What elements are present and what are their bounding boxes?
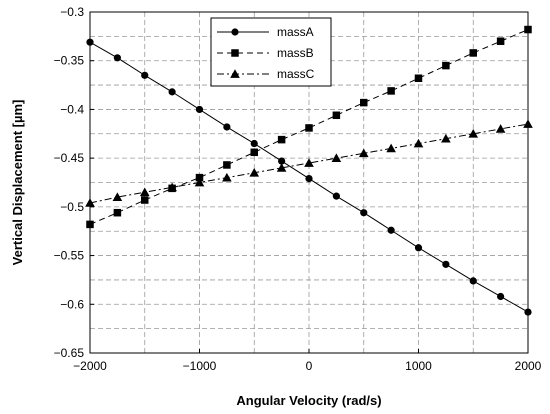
y-tick-label: −0.35 [54,54,85,68]
data-point-massA [141,71,149,79]
data-point-massC [304,158,314,167]
data-point-massA [332,192,340,200]
data-point-massC [167,182,177,192]
data-point-massB [195,173,204,182]
legend-label-massA: massA [277,25,314,39]
data-point-massC [523,119,533,128]
y-tick-label: −0.45 [54,151,85,165]
legend-item-massA: massA [217,25,314,39]
data-point-massB [86,220,94,229]
legend-marker-massB [231,49,239,57]
x-tick-label: 0 [306,359,313,373]
data-point-massC [441,133,451,143]
data-point-massB [387,87,395,95]
data-point-massA [497,292,505,301]
data-point-massC [358,148,369,158]
data-point-massC [139,187,150,197]
data-point-massA [113,54,121,62]
series-line-massC [89,123,529,204]
legend-marker-massA [231,28,239,36]
data-point-massB [305,124,313,132]
data-point-massB [223,161,231,169]
data-point-massC [386,143,396,153]
grid [90,12,528,353]
data-point-massB [250,148,258,157]
y-tick-label: −0.3 [60,5,84,19]
data-point-massC [112,192,123,201]
series-massC [85,119,533,207]
series-massA [86,38,532,316]
data-point-massC [413,138,424,148]
data-point-massC [276,163,287,172]
series-layer [85,25,533,316]
data-point-massB [524,25,532,34]
data-point-massB [277,135,286,144]
x-axis-title: Angular Velocity (rad/s) [236,393,381,408]
data-point-massC [331,153,342,162]
data-point-massB [414,74,423,83]
data-point-massC [85,198,95,207]
data-point-massA [524,308,532,316]
legend-marker-massC [230,69,240,78]
legend-item-massB: massB [217,46,314,60]
data-point-massC [495,124,506,133]
data-point-massA [223,123,231,131]
x-tick-label: 2000 [515,359,542,373]
tick-labels: −2000 −1000 0 1000 2000 −0.65 −0.6 −0.55 −0.5 −0.… [54,5,542,373]
data-point-massA [86,38,94,46]
x-tick-label: 1000 [405,359,432,373]
legend-label-massB: massB [277,46,314,60]
legend-box [210,17,332,87]
data-point-massA [250,139,258,148]
legend-item-massC: massC [217,67,315,81]
data-point-massC [249,167,260,177]
data-point-massB [469,49,477,57]
y-tick-label: −0.6 [60,297,84,311]
data-point-massB [141,196,149,204]
y-tick-label: −0.5 [60,200,84,214]
data-point-massA [168,88,176,96]
legend: massA massB massC [210,17,332,87]
data-point-massB [496,37,505,45]
y-tick-label: −0.65 [54,346,85,360]
data-point-massA [469,277,477,285]
data-point-massA [278,157,286,165]
data-point-massB [442,61,450,70]
data-point-massA [360,209,368,217]
data-point-massA [387,226,395,234]
data-point-massC [194,177,205,187]
y-tick-label: −0.55 [54,249,85,263]
x-tick-label: −2000 [73,359,107,373]
data-point-massC [468,128,479,138]
data-point-massC [222,172,232,182]
data-point-massB [360,98,368,107]
y-tick-label: −0.4 [60,102,84,116]
data-point-massA [414,244,423,252]
data-point-massA [442,260,450,268]
x-tick-label: −1000 [183,359,217,373]
legend-label-massC: massC [277,67,315,81]
data-point-massA [195,105,204,114]
data-point-massB [332,111,341,120]
data-point-massB [113,208,122,217]
y-axis-title: Vertical Displacement [µm] [10,100,25,266]
data-point-massA [305,175,313,183]
